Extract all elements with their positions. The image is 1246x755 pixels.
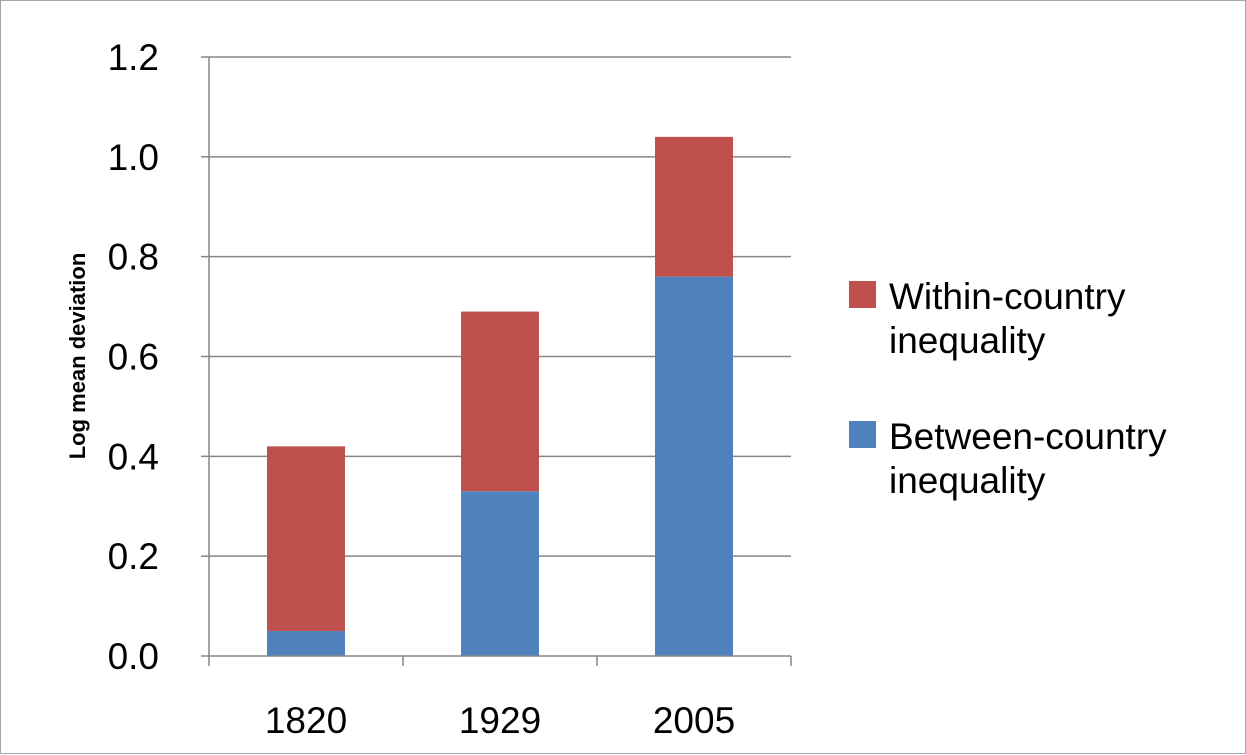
bars xyxy=(267,136,733,656)
y-tick-label: 0.2 xyxy=(108,536,159,577)
y-tick-label: 1.0 xyxy=(108,137,159,178)
y-tick-label: 0.0 xyxy=(108,636,159,677)
y-tick-label: 1.2 xyxy=(108,37,159,78)
x-tick-label: 1929 xyxy=(459,700,541,741)
x-tick-labels: 1820 1929 2005 xyxy=(265,700,735,741)
bar-segment xyxy=(267,631,345,656)
x-tick-label: 2005 xyxy=(653,700,735,741)
y-axis-label: Log mean deviation xyxy=(65,253,90,460)
legend: Within-country inequality Between-country i… xyxy=(849,276,1167,501)
legend-swatch xyxy=(849,421,876,448)
legend-swatch xyxy=(849,281,876,308)
x-tick-label: 1820 xyxy=(265,700,347,741)
y-tick-label: 0.4 xyxy=(108,436,159,477)
y-tick-label: 0.8 xyxy=(108,237,159,278)
legend-label: Within-country inequality xyxy=(889,276,1126,361)
bar-segment xyxy=(655,136,733,277)
bar-segment xyxy=(267,446,345,632)
axes xyxy=(208,57,792,666)
legend-label: Between-country inequality xyxy=(889,416,1167,501)
y-tick-label: 0.6 xyxy=(108,337,159,378)
bar-segment xyxy=(461,491,539,656)
bar-segment xyxy=(655,276,733,656)
y-tick-labels: 0.0 0.2 0.4 0.6 0.8 1.0 1.2 xyxy=(108,37,159,677)
bar-segment xyxy=(461,311,539,492)
